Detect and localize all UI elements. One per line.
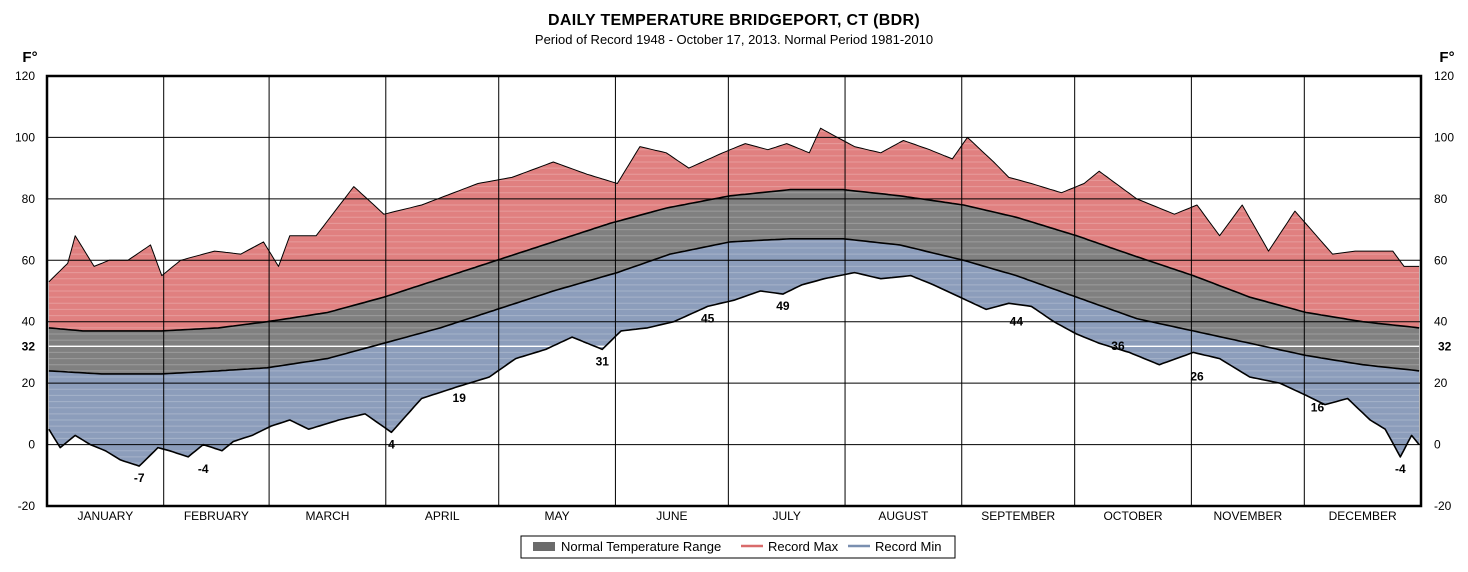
record-min-annotation: -7 — [134, 471, 145, 485]
legend-label-normal-range: Normal Temperature Range — [561, 539, 721, 554]
record-min-annotation: -4 — [1395, 462, 1406, 476]
plot-frame — [45, 74, 1423, 508]
record-min-line — [48, 271, 1420, 467]
plot-labels: JANUARY FEBRUARY MARCH APRIL MAY JUNE JULY AUGU… — [77, 299, 1406, 523]
record-min-band — [48, 238, 1420, 467]
y-tick-label-right: 100 — [1434, 130, 1454, 144]
y-tick-label-right: 80 — [1434, 192, 1448, 206]
y-unit-label: F° — [22, 49, 37, 66]
plot-grid — [47, 76, 1421, 506]
normal-high-line — [48, 188, 1420, 332]
legend: Normal Temperature Range Record Max Record… — [520, 535, 956, 559]
month-label: JULY — [772, 509, 800, 523]
y-tick-label-right: 20 — [1434, 376, 1448, 390]
y-tick-label-left: 100 — [15, 130, 35, 144]
y-tick-label-left: 120 — [15, 69, 35, 83]
record-min-annotation: 44 — [1010, 314, 1024, 328]
month-label: MAY — [545, 509, 570, 523]
legend-label-record-max: Record Max — [768, 539, 839, 554]
record-max-line — [48, 127, 1420, 283]
y-tick-label-left: 20 — [22, 376, 36, 390]
normal-range-band — [48, 189, 1420, 374]
plot-lines — [48, 127, 1420, 467]
freezing-tick-label: 32 — [1438, 339, 1452, 353]
plot-fills — [48, 128, 1420, 467]
normal-low-line — [48, 238, 1420, 375]
chart-title: DAILY TEMPERATURE BRIDGEPORT, CT (BDR) — [547, 12, 920, 29]
record-max-band — [48, 128, 1420, 331]
record-min-annotation: 45 — [701, 311, 715, 325]
y-unit-label: F° — [1439, 49, 1454, 66]
month-label: DECEMBER — [1329, 509, 1397, 523]
y-tick-label-right: 0 — [1434, 438, 1441, 452]
y-tick-label-right: 60 — [1434, 253, 1448, 267]
freezing-tick-label: 32 — [22, 339, 36, 353]
plot-axes: -20 -20 0 0 20 20 40 40 60 60 80 80 100 100 120 120 32 32… — [15, 49, 1455, 513]
month-label: APRIL — [425, 509, 460, 523]
record-min-annotation: 16 — [1311, 400, 1325, 414]
chart-subtitle: Period of Record 1948 - October 17, 2013… — [534, 32, 934, 47]
record-min-annotation: -4 — [198, 462, 209, 476]
month-label: AUGUST — [878, 509, 929, 523]
y-tick-label-right: 40 — [1434, 315, 1448, 329]
month-label: FEBRUARY — [184, 509, 249, 523]
record-min-annotation: 26 — [1190, 370, 1204, 384]
y-tick-label-left: 0 — [28, 438, 35, 452]
legend-label-record-min: Record Min — [875, 539, 941, 554]
record-min-annotation: 19 — [453, 391, 467, 405]
y-tick-label-left: 60 — [22, 253, 36, 267]
y-tick-label-right: 120 — [1434, 69, 1454, 83]
month-label: JANUARY — [77, 509, 133, 523]
month-label: NOVEMBER — [1213, 509, 1282, 523]
y-tick-label-left: 40 — [22, 315, 36, 329]
record-min-annotation: 36 — [1111, 339, 1125, 353]
record-min-annotation: 31 — [596, 354, 610, 368]
month-label: SEPTEMBER — [981, 509, 1055, 523]
month-label: OCTOBER — [1103, 509, 1162, 523]
y-tick-label-left: -20 — [18, 499, 36, 513]
record-min-annotation: 4 — [388, 437, 395, 451]
month-label: MARCH — [305, 509, 349, 523]
record-min-annotation: 49 — [776, 299, 790, 313]
y-tick-label-right: -20 — [1434, 499, 1452, 513]
month-label: JUNE — [656, 509, 687, 523]
y-tick-label-left: 80 — [22, 192, 36, 206]
legend-swatch-normal-range — [533, 542, 555, 551]
legend-box — [520, 535, 956, 559]
